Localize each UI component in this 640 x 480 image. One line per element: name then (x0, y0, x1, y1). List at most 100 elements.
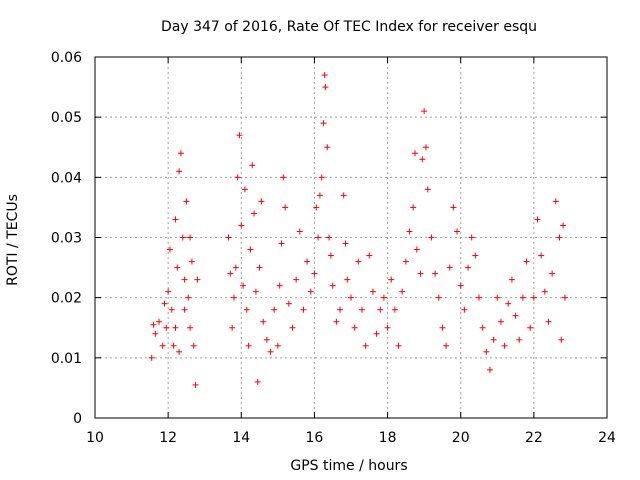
data-point (377, 306, 384, 313)
data-point (432, 270, 439, 277)
y-tick-label: 0.03 (51, 231, 82, 247)
data-point (428, 234, 435, 241)
data-point (523, 258, 530, 265)
data-point (263, 336, 270, 343)
data-point (176, 348, 183, 355)
data-point (241, 186, 248, 193)
data-point (406, 228, 413, 235)
data-point (236, 132, 243, 139)
data-point (304, 258, 311, 265)
data-point (150, 321, 157, 328)
y-tick-label: 0.02 (51, 291, 82, 307)
data-point (271, 306, 278, 313)
data-point (508, 276, 515, 283)
data-point (311, 270, 318, 277)
data-point (435, 294, 442, 301)
data-point (274, 342, 281, 349)
data-point (249, 162, 256, 169)
data-point (388, 276, 395, 283)
data-point (424, 186, 431, 193)
x-tick-label: 16 (306, 430, 324, 446)
data-point (534, 216, 541, 223)
data-point (384, 324, 391, 331)
data-point (461, 306, 468, 313)
data-point (174, 264, 181, 271)
data-point (342, 240, 349, 247)
data-point (476, 294, 482, 301)
data-point (419, 156, 426, 163)
data-point (148, 354, 155, 361)
data-point (159, 342, 166, 349)
data-point (177, 150, 184, 157)
data-point (296, 228, 303, 235)
data-point (181, 276, 188, 283)
data-point (340, 192, 347, 199)
data-point (320, 120, 327, 127)
data-point (300, 306, 307, 313)
data-point (172, 216, 179, 223)
data-point (337, 306, 344, 313)
axis-ticks (94, 56, 608, 419)
data-point (227, 270, 234, 277)
data-point (183, 198, 190, 205)
data-point (176, 168, 183, 175)
data-point (402, 258, 409, 265)
data-point (276, 282, 283, 289)
x-tick-label: 24 (598, 430, 616, 446)
data-point (307, 288, 314, 295)
data-point (256, 264, 263, 271)
data-point (234, 174, 241, 181)
data-point (421, 108, 428, 115)
data-point (410, 204, 417, 211)
data-point (530, 294, 537, 301)
data-point (282, 204, 289, 211)
data-point (260, 318, 267, 325)
data-point (172, 324, 179, 331)
data-point (516, 336, 523, 343)
data-point (156, 318, 162, 325)
data-point (254, 378, 261, 385)
data-point (355, 258, 362, 265)
data-point (486, 366, 493, 373)
data-point (168, 306, 175, 313)
data-point (321, 72, 328, 79)
data-point (327, 252, 334, 259)
data-point (501, 342, 508, 349)
data-point (179, 234, 186, 241)
data-point (395, 342, 402, 349)
data-point (285, 300, 292, 307)
data-point (247, 246, 254, 253)
data-point (315, 234, 322, 241)
data-point (324, 144, 331, 151)
grid (95, 57, 607, 418)
data-point (322, 84, 329, 91)
data-point (439, 324, 446, 331)
data-point (538, 252, 545, 259)
data-point (465, 264, 472, 271)
y-tick-label: 0.01 (51, 351, 82, 367)
data-point (313, 204, 320, 211)
data-point (494, 294, 501, 301)
data-point (512, 312, 519, 319)
data-point (541, 288, 548, 295)
x-tick-label: 14 (232, 430, 250, 446)
chart-title: Day 347 of 2016, Rate Of TEC Index for r… (161, 19, 537, 35)
data-point (280, 174, 287, 181)
data-point (558, 336, 565, 343)
y-axis-label: ROTI / TECUs (5, 194, 21, 286)
data-point (188, 258, 195, 265)
data-point (194, 276, 201, 283)
data-point (329, 282, 336, 289)
data-point (326, 234, 333, 241)
data-point (258, 198, 265, 205)
data-point (351, 324, 358, 331)
data-point (497, 318, 504, 325)
x-tick-label: 10 (86, 430, 104, 446)
data-point (527, 324, 534, 331)
data-point (166, 246, 173, 253)
data-point (362, 342, 369, 349)
data-point (238, 222, 245, 229)
x-axis-label: GPS time / hours (290, 458, 407, 474)
data-point (344, 276, 351, 283)
